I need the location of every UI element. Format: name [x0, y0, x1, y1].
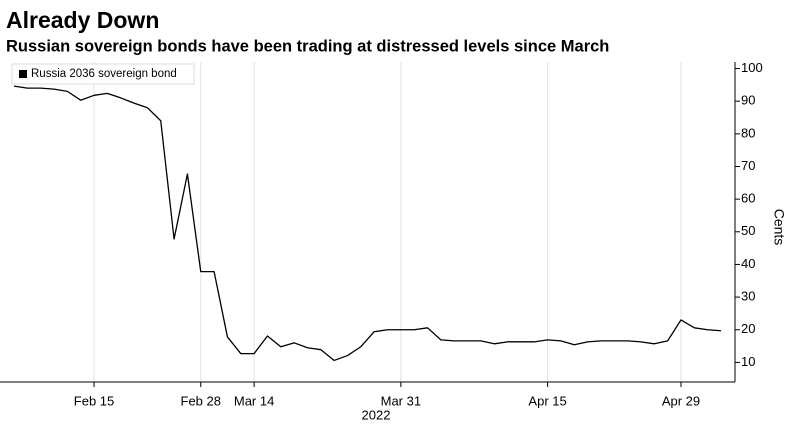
y-tick-label: 40	[741, 256, 755, 271]
y-tick-label: 100	[741, 60, 763, 75]
x-axis-label: 2022	[362, 407, 391, 422]
x-tick-label: Mar 31	[381, 393, 421, 408]
y-tick-label: 70	[741, 158, 755, 173]
y-tick-label: 50	[741, 223, 755, 238]
x-tick-label: Apr 15	[528, 393, 566, 408]
chart-subtitle: Russian sovereign bonds have been tradin…	[6, 37, 609, 55]
y-tick-label: 90	[741, 93, 755, 108]
x-tick-label: Feb 28	[181, 393, 221, 408]
y-tick-label: 10	[741, 354, 755, 369]
y-tick-label: 20	[741, 321, 755, 336]
x-tick-label: Apr 29	[662, 393, 700, 408]
y-axis-label: Cents	[771, 209, 787, 246]
legend-label: Russia 2036 sovereign bond	[31, 68, 177, 80]
y-tick-label: 60	[741, 191, 755, 206]
y-tick-label: 80	[741, 125, 755, 140]
legend-frame	[11, 63, 195, 85]
series-line	[13, 85, 722, 362]
legend-swatch	[19, 70, 27, 78]
x-tick-label: Feb 15	[74, 393, 114, 408]
chart-title: Already Down	[6, 7, 159, 33]
y-tick-label: 30	[741, 289, 755, 304]
x-tick-label: Mar 14	[234, 393, 274, 408]
